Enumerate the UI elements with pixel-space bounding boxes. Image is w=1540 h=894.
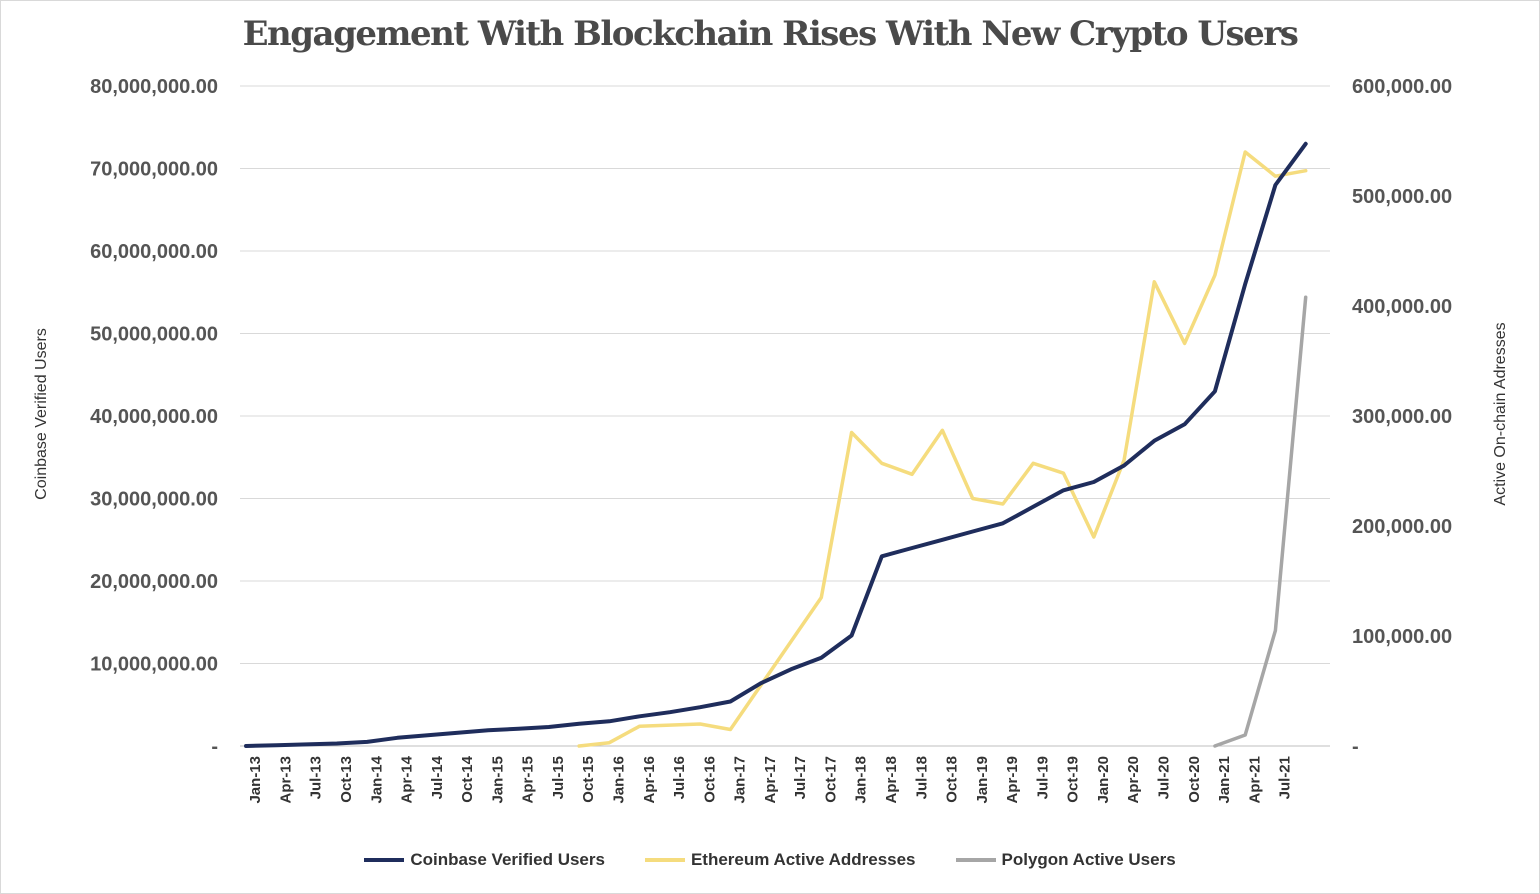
chart-title: Engagement With Blockchain Rises With Ne…	[242, 14, 1299, 54]
x-tick-label: Jul-17	[792, 756, 809, 799]
x-tick-label: Jul-13	[308, 756, 325, 799]
x-tick-label: Oct-14	[459, 755, 476, 802]
right-tick-label: 600,000.00	[1352, 76, 1452, 98]
x-tick-label: Apr-13	[277, 756, 294, 804]
legend-label: Polygon Active Users	[1001, 850, 1176, 869]
x-tick-label: Jul-18	[913, 756, 930, 799]
x-tick-label: Jan-13	[247, 756, 264, 804]
x-tick-label: Oct-13	[338, 756, 355, 803]
legend: Coinbase Verified Users Ethereum Active A…	[0, 848, 1540, 872]
gridlines	[240, 85, 1330, 747]
right-tick-label: 300,000.00	[1352, 406, 1452, 428]
left-tick-label: 30,000,000.00	[90, 489, 218, 511]
legend-swatch	[644, 858, 685, 862]
right-tick-label: 500,000.00	[1352, 186, 1452, 208]
legend-swatch	[955, 858, 996, 862]
left-tick-label: 50,000,000.00	[90, 324, 218, 346]
x-tick-label: Apr-17	[762, 756, 779, 804]
legend-item: Polygon Active Users	[955, 850, 1176, 870]
x-tick-label: Jul-21	[1277, 756, 1294, 799]
x-tick-label: Apr-15	[520, 756, 537, 804]
series-line-polygon-active-users	[1213, 295, 1308, 748]
x-tick-label: Jul-20	[1155, 756, 1172, 799]
legend-label: Coinbase Verified Users	[410, 850, 605, 869]
left-tick-label: -	[211, 736, 218, 758]
series-line-ethereum-active-addresses	[577, 150, 1308, 748]
x-tick-label: Oct-19	[1065, 756, 1082, 803]
left-tick-label: 40,000,000.00	[90, 406, 218, 428]
x-tick-label: Oct-20	[1186, 756, 1203, 803]
x-tick-label: Jan-21	[1216, 756, 1233, 804]
x-tick-label: Jan-18	[853, 756, 870, 804]
series-lines	[244, 141, 1308, 748]
x-tick-label: Jan-15	[489, 756, 506, 804]
x-tick-label: Jul-16	[671, 756, 688, 799]
x-tick-label: Apr-20	[1125, 756, 1142, 804]
x-tick-label: Jan-20	[1095, 756, 1112, 804]
right-tick-label: 100,000.00	[1352, 626, 1452, 648]
x-tick-label: Apr-19	[1004, 756, 1021, 804]
right-tick-label: 200,000.00	[1352, 516, 1452, 538]
x-tick-label: Jan-19	[974, 756, 991, 804]
left-tick-label: 70,000,000.00	[90, 159, 218, 181]
x-tick-label: Jul-15	[550, 756, 567, 799]
left-tick-label: 20,000,000.00	[90, 571, 218, 593]
legend-item: Coinbase Verified Users	[364, 850, 605, 870]
x-tick-label: Oct-15	[580, 756, 597, 803]
x-tick-label: Jan-14	[368, 755, 385, 803]
right-tick-label: 400,000.00	[1352, 296, 1452, 318]
x-tick-label: Apr-18	[883, 756, 900, 804]
right-axis-ticks: - 100,000.00 200,000.00 300,000.00 400,000.0…	[1352, 76, 1452, 758]
legend-swatch	[364, 858, 405, 862]
legend-label: Ethereum Active Addresses	[690, 850, 916, 869]
series-line-coinbase-verified-users	[244, 141, 1308, 748]
left-tick-label: 10,000,000.00	[90, 654, 218, 676]
x-tick-label: Jan-17	[732, 756, 749, 804]
x-axis-ticks: Jan-13 Apr-13 Jul-13 Oct-13 Jan-14 Apr-14 Jul-…	[247, 755, 1293, 803]
x-tick-label: Oct-18	[944, 756, 961, 803]
x-tick-label: Jul-14	[429, 755, 446, 799]
x-tick-label: Jul-19	[1034, 756, 1051, 799]
legend-item: Ethereum Active Addresses	[644, 850, 916, 870]
x-tick-label: Jan-16	[610, 756, 627, 804]
left-tick-label: 80,000,000.00	[90, 76, 218, 98]
x-tick-label: Oct-17	[822, 756, 839, 803]
x-tick-label: Apr-21	[1246, 756, 1263, 804]
x-tick-label: Apr-14	[399, 755, 416, 803]
right-axis-title: Active On-chain Adresses	[1492, 322, 1509, 505]
x-tick-label: Apr-16	[641, 756, 658, 804]
left-axis-title: Coinbase Verified Users	[33, 328, 50, 500]
left-tick-label: 60,000,000.00	[90, 241, 218, 263]
left-axis-ticks: - 10,000,000.00 20,000,000.00 30,000,000.00…	[90, 76, 218, 758]
right-tick-label: -	[1352, 736, 1359, 758]
x-tick-label: Oct-16	[701, 756, 718, 803]
